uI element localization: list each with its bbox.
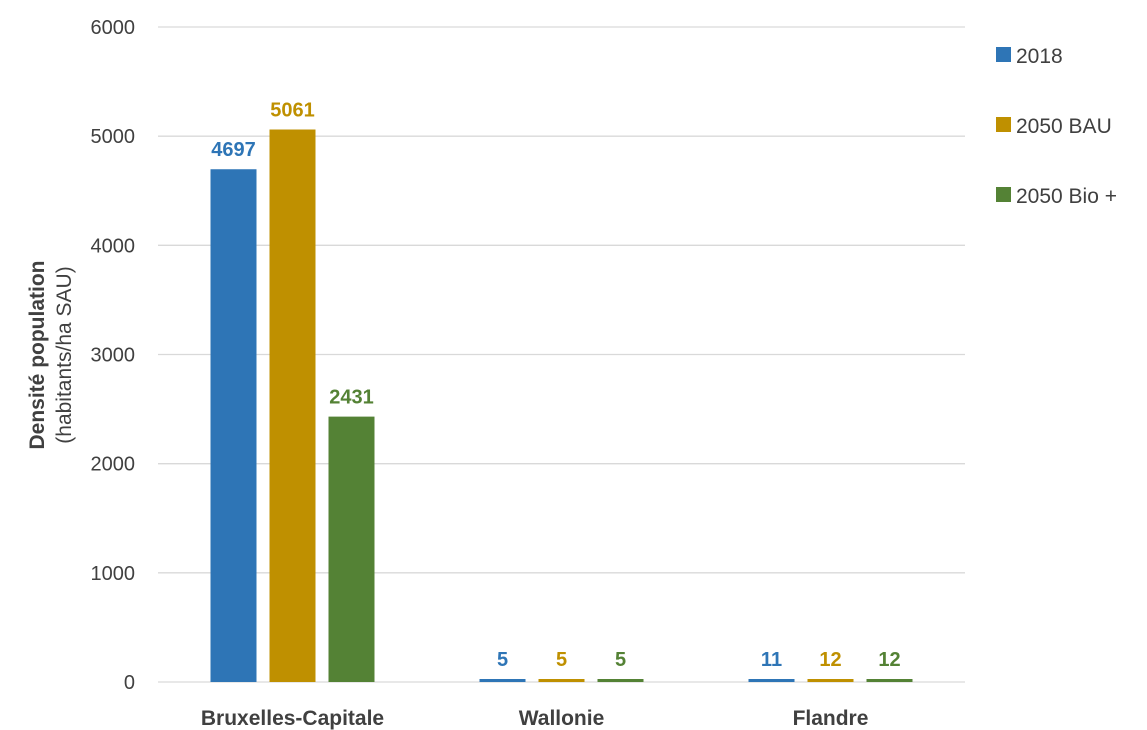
y-axis-ticks: 0 1000 2000 3000 4000 5000 6000 (91, 17, 136, 694)
legend: 2018 2050 BAU 2050 Bio + (996, 45, 1117, 208)
x-category-label: Wallonie (519, 707, 605, 730)
legend-label: 2050 Bio + (1016, 185, 1117, 208)
bar (479, 679, 526, 682)
bar (597, 679, 644, 682)
data-label: 5 (615, 649, 626, 671)
bars (210, 129, 913, 683)
x-axis-categories: Bruxelles-Capitale Wallonie Flandre (201, 707, 869, 730)
y-tick-label: 0 (124, 672, 135, 694)
y-tick-label: 2000 (91, 454, 136, 476)
x-category-label: Bruxelles-Capitale (201, 707, 384, 730)
bar (210, 169, 257, 683)
y-axis-label-unit: (habitants/ha SAU) (53, 266, 76, 443)
legend-label: 2050 BAU (1016, 115, 1112, 138)
y-axis-label: Densité population (habitants/ha SAU) (26, 261, 76, 450)
legend-swatch (996, 47, 1011, 62)
bar (807, 679, 854, 682)
legend-label: 2018 (1016, 45, 1063, 68)
legend-swatch (996, 117, 1011, 132)
bar (748, 679, 795, 682)
data-label: 12 (819, 649, 841, 671)
y-tick-label: 5000 (91, 126, 136, 148)
data-label: 11 (761, 649, 782, 671)
data-label: 5 (497, 649, 508, 671)
data-label: 2431 (329, 387, 374, 409)
bar (538, 679, 585, 682)
data-label: 4697 (211, 139, 256, 161)
y-axis-label-bold: Densité population (26, 261, 49, 450)
data-label: 5061 (270, 100, 315, 122)
legend-swatch (996, 187, 1011, 202)
bar (269, 129, 316, 682)
y-tick-label: 3000 (91, 345, 136, 367)
x-category-label: Flandre (793, 707, 869, 730)
y-tick-label: 6000 (91, 17, 136, 39)
data-label: 5 (556, 649, 567, 671)
bar (328, 416, 375, 682)
data-labels: 4697 5061 2431 5 5 5 11 12 12 (211, 100, 900, 671)
y-tick-label: 4000 (91, 235, 136, 257)
y-tick-label: 1000 (91, 563, 136, 585)
bar (866, 679, 913, 682)
data-label: 12 (878, 649, 900, 671)
